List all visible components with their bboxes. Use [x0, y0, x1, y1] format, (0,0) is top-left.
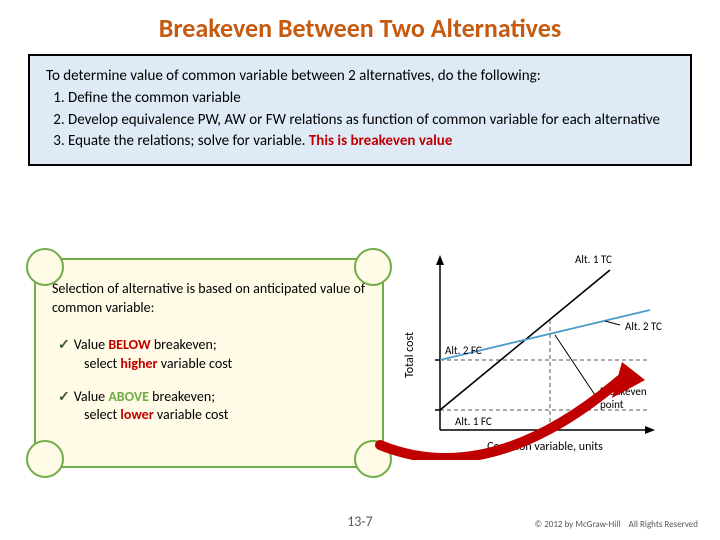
selection-intro: Selection of alternative is based on ant…: [52, 280, 366, 318]
check-below-sub: select higher variable cost: [58, 355, 366, 374]
copyright-text: © 2012 by McGraw-Hill All Rights Reserve…: [535, 519, 698, 530]
scroll-panel: Selection of alternative is based on ant…: [34, 258, 384, 468]
bp-label1: Breakeven: [600, 385, 647, 398]
alt1tc-label: Alt. 1 TC: [575, 253, 612, 266]
alt1fc-label: Alt. 1 FC: [455, 415, 492, 428]
check-above-sub: select lower variable cost: [58, 406, 366, 425]
alt2fc-label: Alt. 2 FC: [445, 344, 482, 357]
intro-text: To determine value of common variable be…: [46, 66, 674, 86]
ylabel: Total cost: [403, 332, 417, 378]
procedure-item-2: Develop equivalence PW, AW or FW relatio…: [68, 110, 674, 130]
lower-region: Selection of alternative is based on ant…: [0, 240, 720, 500]
check-icon: ✓: [58, 388, 70, 405]
alt2tc-label: Alt. 2 TC: [625, 320, 662, 333]
item3-emphasis: This is breakeven value: [309, 132, 453, 150]
procedure-item-1: Define the common variable: [68, 88, 674, 108]
procedure-item-3: Equate the relations; solve for variable…: [68, 131, 674, 151]
check-below: ✓Value BELOW breakeven; select higher va…: [52, 336, 366, 374]
slide-title: Breakeven Between Two Alternatives: [0, 0, 720, 54]
bp-label2: point: [600, 398, 624, 411]
top-procedure-box: To determine value of common variable be…: [28, 54, 692, 166]
procedure-list: Define the common variable Develop equiv…: [68, 88, 674, 151]
check-above: ✓Value ABOVE breakeven; select lower var…: [52, 388, 366, 426]
scroll-curl-tl: [26, 248, 64, 286]
scroll-curl-tr: [354, 248, 392, 286]
xlabel: Common variable, units: [487, 440, 603, 454]
item3-leading: Equate the relations; solve for variable…: [68, 132, 309, 150]
check-icon: ✓: [58, 336, 70, 353]
scroll-curl-bl: [26, 440, 64, 478]
breakeven-chart: Total cost Common variable, units Alt. 1…: [395, 245, 685, 470]
scroll-curl-br: [354, 440, 392, 478]
scroll-content: Selection of alternative is based on ant…: [36, 260, 382, 449]
